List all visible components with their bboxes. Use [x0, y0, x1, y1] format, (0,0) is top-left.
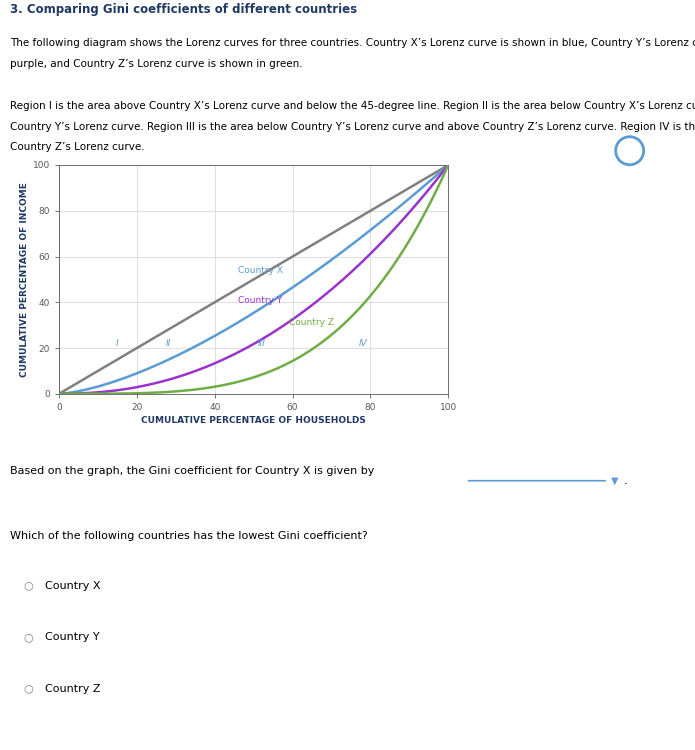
Text: Country Z: Country Z — [45, 684, 101, 694]
Text: I: I — [116, 339, 119, 348]
Text: Country Z: Country Z — [288, 319, 334, 328]
Text: Region I is the area above Country X’s Lorenz curve and below the 45-degree line: Region I is the area above Country X’s L… — [10, 100, 695, 110]
Text: .: . — [624, 474, 628, 488]
Text: 3. Comparing Gini coefficients of different countries: 3. Comparing Gini coefficients of differ… — [10, 3, 357, 16]
Text: ○: ○ — [23, 580, 33, 590]
Text: Based on the graph, the Gini coefficient for Country X is given by: Based on the graph, the Gini coefficient… — [10, 466, 374, 476]
Text: Country X: Country X — [45, 580, 101, 590]
Text: Country X: Country X — [238, 266, 283, 274]
Text: III: III — [258, 339, 265, 348]
Y-axis label: CUMULATIVE PERCENTAGE OF INCOME: CUMULATIVE PERCENTAGE OF INCOME — [19, 182, 28, 376]
Text: ?: ? — [626, 143, 634, 158]
Text: ○: ○ — [23, 632, 33, 642]
Text: Which of the following countries has the lowest Gini coefficient?: Which of the following countries has the… — [10, 531, 368, 541]
Text: Country Y: Country Y — [238, 296, 282, 304]
Text: IV: IV — [359, 339, 367, 348]
Text: purple, and Country Z’s Lorenz curve is shown in green.: purple, and Country Z’s Lorenz curve is … — [10, 58, 302, 69]
Text: ○: ○ — [23, 684, 33, 694]
Text: Country Y: Country Y — [45, 632, 100, 642]
X-axis label: CUMULATIVE PERCENTAGE OF HOUSEHOLDS: CUMULATIVE PERCENTAGE OF HOUSEHOLDS — [141, 416, 366, 425]
Circle shape — [616, 136, 644, 165]
Text: Country Z’s Lorenz curve.: Country Z’s Lorenz curve. — [10, 142, 145, 152]
Text: Country Y’s Lorenz curve. Region III is the area below Country Y’s Lorenz curve : Country Y’s Lorenz curve. Region III is … — [10, 122, 695, 131]
Text: The following diagram shows the Lorenz curves for three countries. Country X’s L: The following diagram shows the Lorenz c… — [10, 38, 695, 48]
Text: II: II — [165, 339, 171, 348]
Text: ▼: ▼ — [611, 476, 619, 486]
